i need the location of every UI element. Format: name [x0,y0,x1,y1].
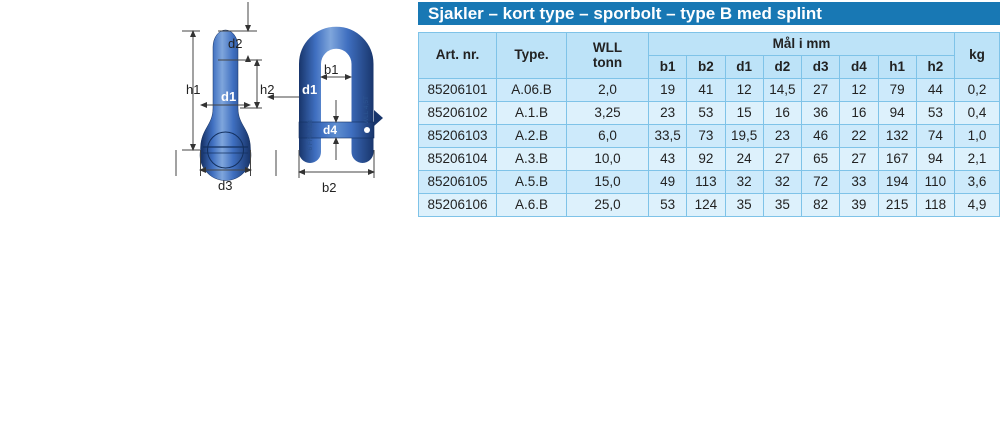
svg-text:WLL 4,5T: WLL 4,5T [363,96,370,124]
svg-text:d3: d3 [218,178,232,193]
svg-text:d2: d2 [228,36,242,51]
svg-text:b1: b1 [324,62,338,77]
svg-text:6 FRA A18: 6 FRA A18 [307,119,314,150]
svg-text:h1: h1 [186,82,200,97]
svg-text:b2: b2 [322,180,336,195]
svg-text:d1: d1 [221,89,236,104]
svg-text:d1: d1 [302,82,317,97]
svg-text:d4: d4 [323,123,337,137]
svg-text:h2: h2 [260,82,274,97]
